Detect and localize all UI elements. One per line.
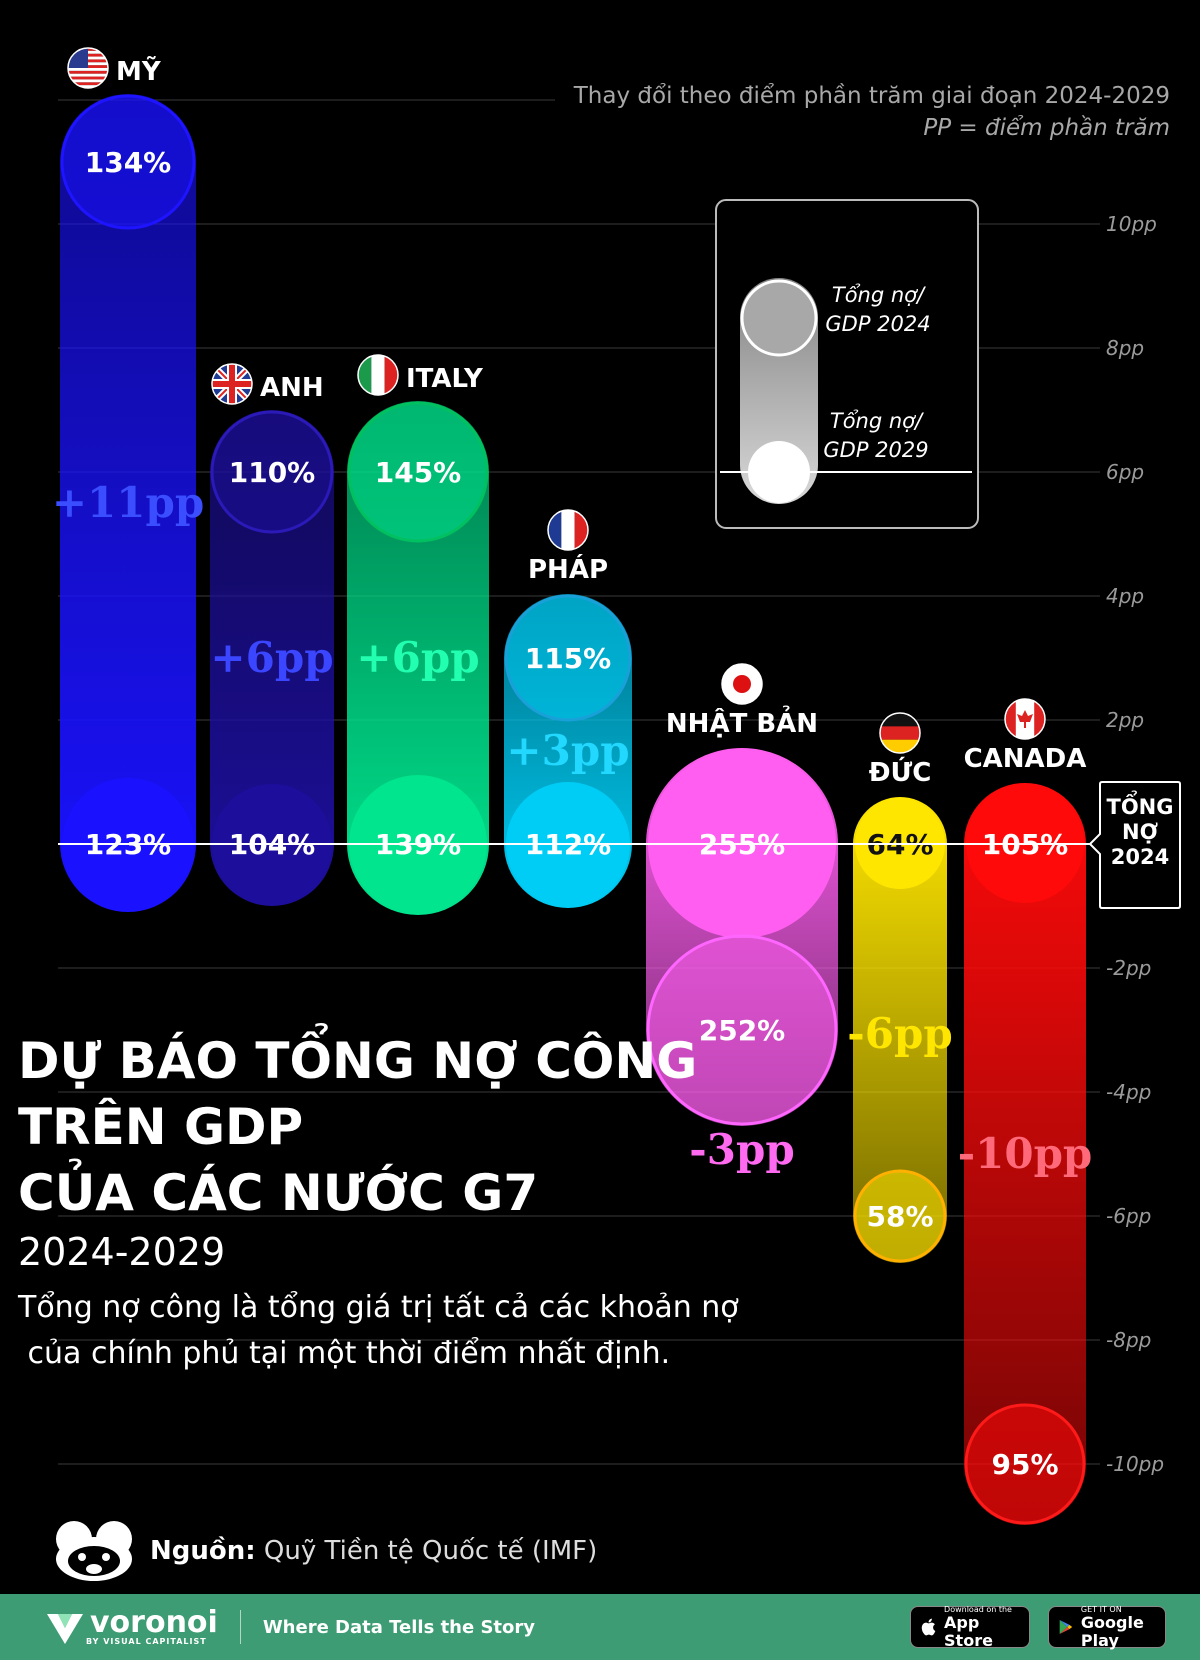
legend-label-2024: GDP 2024 bbox=[825, 312, 930, 336]
tick-label: 4pp bbox=[1106, 584, 1144, 608]
country-label: MỸ bbox=[116, 55, 162, 87]
fr-flag-icon bbox=[547, 509, 589, 551]
source-text: Quỹ Tiền tệ Quốc tế (IMF) bbox=[255, 1536, 598, 1566]
us-flag-icon bbox=[67, 47, 109, 89]
value-2029: 115% bbox=[525, 642, 612, 675]
description-line-1: Tổng nợ công là tổng giá trị tất cả các … bbox=[18, 1290, 739, 1325]
google-play-icon bbox=[1059, 1620, 1073, 1634]
voronoi-brand[interactable]: voronoi BY VISUAL CAPITALIST bbox=[44, 1606, 218, 1648]
tick-label: -4pp bbox=[1106, 1080, 1151, 1104]
marker-2029 bbox=[504, 594, 632, 722]
googleplay-large: Google Play bbox=[1080, 1612, 1144, 1650]
tick-label: -6pp bbox=[1106, 1204, 1151, 1228]
change-label: +11pp bbox=[52, 478, 204, 527]
source: Nguồn: Quỹ Tiền tệ Quốc tế (IMF) bbox=[52, 1518, 597, 1584]
brand-name: voronoi bbox=[90, 1604, 218, 1640]
value-2029: 110% bbox=[229, 456, 316, 489]
de-flag-icon bbox=[879, 712, 921, 754]
baseline-label-line: TỔNG bbox=[1107, 790, 1174, 819]
googleplay-small: GET IT ON bbox=[1080, 1604, 1122, 1614]
debt-chart: Tổng nợ/GDP 2024 Tổng nợ/GDP 2029 123%134… bbox=[52, 47, 1181, 1525]
change-label: -6pp bbox=[847, 1009, 952, 1058]
change-label: +3pp bbox=[506, 726, 629, 775]
bar-body bbox=[60, 94, 196, 912]
chart-note: Thay đổi theo điểm phần trăm giai đoạn 2… bbox=[574, 80, 1170, 144]
google-play-button[interactable]: GET IT ON Google Play bbox=[1048, 1604, 1166, 1650]
tick-label: 10pp bbox=[1106, 212, 1157, 236]
appstore-small: Download on the bbox=[944, 1604, 1012, 1614]
legend-box: Tổng nợ/GDP 2024 Tổng nợ/GDP 2029 bbox=[715, 199, 979, 529]
appstore-large: App Store bbox=[944, 1612, 993, 1650]
tick-label: -2pp bbox=[1106, 956, 1151, 980]
tick-label: 8pp bbox=[1106, 336, 1144, 360]
marker-2029 bbox=[646, 934, 838, 1126]
marker-2029 bbox=[853, 1169, 947, 1263]
apple-icon bbox=[921, 1618, 936, 1636]
uk-flag-icon bbox=[211, 363, 253, 405]
tagline: Where Data Tells the Story bbox=[262, 1616, 536, 1638]
footer: voronoi BY VISUAL CAPITALIST Where Data … bbox=[0, 1594, 1200, 1660]
axis-ticks: 10pp 8pp 6pp 4pp 2pp -2pp -4pp -6pp -8pp -10pp bbox=[1106, 212, 1164, 1476]
country-label: CANADA bbox=[964, 744, 1087, 774]
marker-2029 bbox=[964, 1403, 1086, 1525]
change-label: +6pp bbox=[210, 633, 333, 682]
value-2029: 58% bbox=[866, 1200, 933, 1233]
ca-flag-icon bbox=[1004, 698, 1046, 740]
bars: 123%134%+11ppMỸ104%110%+6ppANH139%145%+6… bbox=[52, 47, 1181, 1525]
tick-label: 2pp bbox=[1106, 708, 1144, 732]
marker-2029 bbox=[347, 401, 489, 543]
jp-flag-icon bbox=[721, 663, 763, 705]
note-line-1: Thay đổi theo điểm phần trăm giai đoạn 2… bbox=[573, 83, 1170, 109]
country-label: NHẬT BẢN bbox=[666, 704, 818, 739]
country-label: ITALY bbox=[406, 364, 484, 394]
country-label: PHÁP bbox=[528, 553, 608, 585]
tick-label: 6pp bbox=[1106, 460, 1144, 484]
source-label: Nguồn: bbox=[150, 1536, 256, 1566]
change-label: -10pp bbox=[958, 1129, 1093, 1178]
baseline-label-line: 2024 bbox=[1111, 845, 1169, 869]
legend-label-2029: GDP 2029 bbox=[823, 438, 928, 462]
marker-2029 bbox=[210, 410, 334, 534]
baseline-label-line: NỢ bbox=[1122, 820, 1158, 844]
value-2029: 134% bbox=[85, 146, 172, 179]
legend-label-2024: Tổng nợ/ bbox=[832, 283, 926, 307]
tick-label: -10pp bbox=[1106, 1452, 1164, 1476]
country-label: ANH bbox=[260, 373, 324, 403]
voronoi-logo-icon bbox=[47, 1614, 83, 1644]
it-flag-icon bbox=[357, 354, 399, 396]
value-2029: 95% bbox=[991, 1448, 1058, 1481]
bar-body bbox=[853, 797, 947, 1263]
baseline-label-box bbox=[1088, 781, 1181, 909]
title-line-3: CỦA CÁC NƯỚC G7 bbox=[18, 1164, 539, 1222]
title-years: 2024-2029 bbox=[18, 1230, 226, 1274]
brand-sub: BY VISUAL CAPITALIST bbox=[86, 1636, 207, 1646]
visual-capitalist-logo-icon bbox=[56, 1521, 132, 1581]
note-line-2: PP = điểm phần trăm bbox=[923, 115, 1170, 141]
title-description: Tổng nợ công là tổng giá trị tất cả các … bbox=[18, 1285, 818, 1377]
value-2029: 145% bbox=[375, 456, 462, 489]
title-line-1: DỰ BÁO TỔNG NỢ CÔNG bbox=[18, 1032, 698, 1090]
app-store-button[interactable]: Download on the App Store bbox=[910, 1604, 1030, 1650]
legend-label-2029: Tổng nợ/ bbox=[830, 409, 924, 433]
marker-2029 bbox=[60, 94, 196, 230]
change-label: -3pp bbox=[689, 1125, 794, 1174]
value-2029: 252% bbox=[699, 1014, 786, 1047]
bar-body bbox=[210, 410, 334, 906]
change-label: +6pp bbox=[356, 633, 479, 682]
page-title: DỰ BÁO TỔNG NỢ CÔNG TRÊN GDP CỦA CÁC NƯỚ… bbox=[18, 1028, 697, 1226]
legend-marker-2024 bbox=[740, 279, 818, 357]
footer-divider bbox=[239, 1610, 241, 1644]
tick-label: -8pp bbox=[1106, 1328, 1151, 1352]
country-label: ĐỨC bbox=[869, 756, 932, 788]
bar-body bbox=[964, 783, 1086, 1525]
description-line-2: của chính phủ tại một thời điểm nhất địn… bbox=[18, 1336, 671, 1371]
title-line-2: TRÊN GDP bbox=[18, 1098, 304, 1156]
